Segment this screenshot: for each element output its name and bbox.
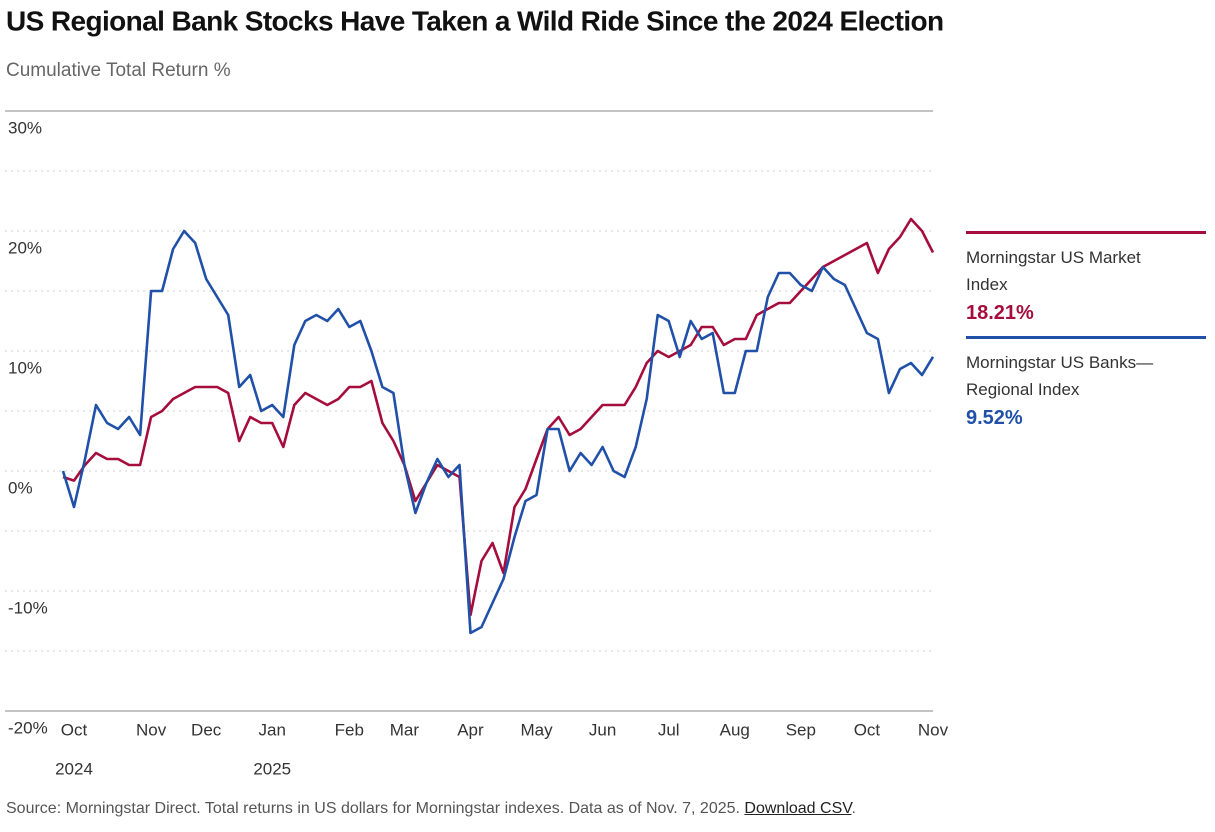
y-tick-label: 20% <box>8 238 42 257</box>
x-tick-label: Nov <box>136 720 167 739</box>
x-tick-label: Oct <box>854 720 881 739</box>
source-note: Source: Morningstar Direct. Total return… <box>6 800 740 817</box>
legend-item: Morningstar US Banks—Regional Index 9.52% <box>966 336 1206 433</box>
x-tick-label: Nov <box>918 720 949 739</box>
x-tick-label: Sep <box>786 720 816 739</box>
legend-swatch <box>966 336 1206 339</box>
x-tick-label: Feb <box>335 720 364 739</box>
legend-swatch <box>966 231 1206 234</box>
x-year-label: 2025 <box>253 759 291 778</box>
chart-title: US Regional Bank Stocks Have Taken a Wil… <box>6 5 944 36</box>
y-tick-label: 30% <box>8 118 42 137</box>
footer: Source: Morningstar Direct. Total return… <box>6 800 856 818</box>
x-tick-label: Jul <box>658 720 680 739</box>
x-tick-label: Oct <box>61 720 88 739</box>
x-year-label: 2024 <box>55 759 93 778</box>
legend-label: Morningstar US Banks—Regional Index <box>966 353 1154 399</box>
x-tick-label: Aug <box>720 720 750 739</box>
y-tick-label: 10% <box>8 358 42 377</box>
end-value-label: 18.21% <box>966 302 1034 324</box>
chart-subtitle: Cumulative Total Return % <box>6 60 231 81</box>
x-tick-label: Dec <box>191 720 222 739</box>
y-tick-label: -10% <box>8 598 48 617</box>
x-tick-label: May <box>520 720 553 739</box>
y-tick-label: -20% <box>8 718 48 737</box>
download-link[interactable]: Download CSV <box>744 800 852 817</box>
legend-label: Morningstar US Market Index <box>966 248 1141 294</box>
x-tick-label: Jun <box>589 720 616 739</box>
end-value-label: 9.52% <box>966 407 1023 429</box>
x-tick-label: Mar <box>390 720 420 739</box>
legend-item: Morningstar US Market Index 18.21% <box>966 231 1206 328</box>
y-tick-label: 0% <box>8 478 33 497</box>
series-line <box>61 229 935 635</box>
series-line <box>62 217 935 617</box>
x-tick-label: Apr <box>457 720 484 739</box>
link-suffix: . <box>851 800 856 817</box>
x-tick-label: Jan <box>259 720 286 739</box>
